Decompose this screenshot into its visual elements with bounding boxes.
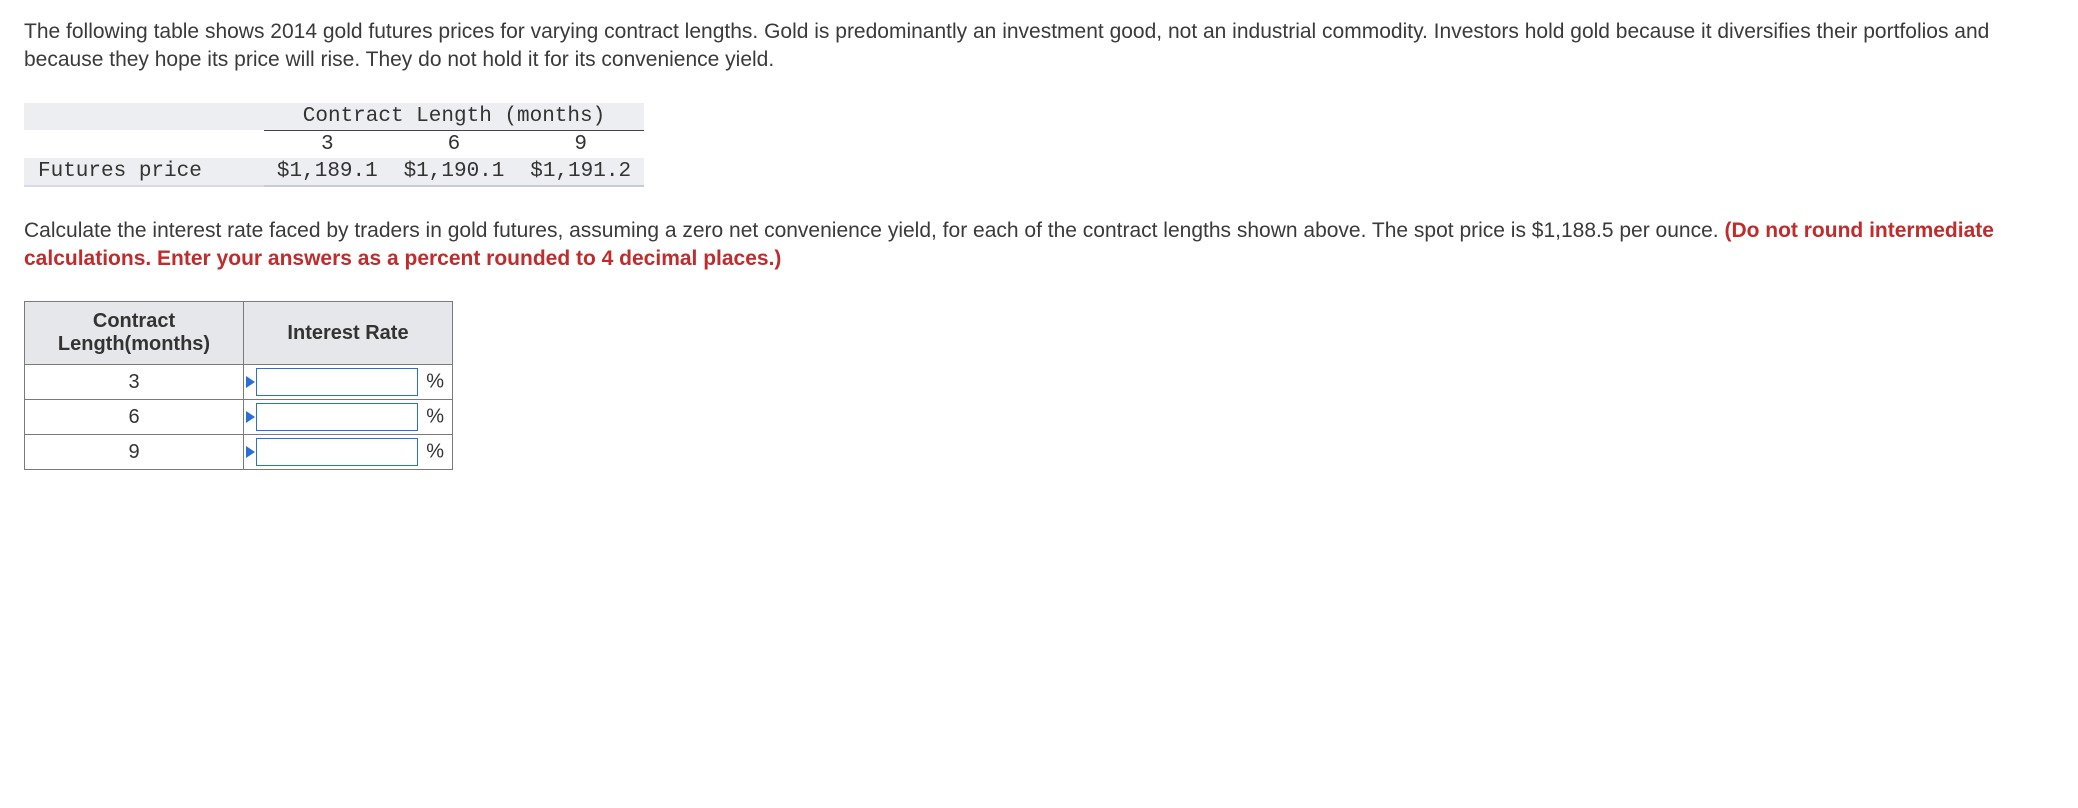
answer-row: 6 % bbox=[25, 400, 453, 435]
answer-length-2: 9 bbox=[25, 435, 244, 470]
futures-col-1: 6 bbox=[391, 130, 518, 158]
percent-unit-0: % bbox=[426, 371, 444, 394]
futures-row-label: Futures price bbox=[24, 158, 264, 186]
answer-row: 9 % bbox=[25, 435, 453, 470]
answer-table: Contract Length(months) Interest Rate 3 … bbox=[24, 301, 453, 470]
answer-row: 3 % bbox=[25, 365, 453, 400]
answer-header-rate: Interest Rate bbox=[244, 302, 453, 365]
futures-val-0: $1,189.1 bbox=[264, 158, 391, 186]
caret-icon bbox=[246, 376, 255, 388]
answer-header-contract: Contract Length(months) bbox=[25, 302, 244, 365]
interest-rate-input-2[interactable] bbox=[256, 438, 418, 466]
futures-table-header: Contract Length (months) bbox=[264, 103, 644, 131]
question-paragraph: Calculate the interest rate faced by tra… bbox=[24, 217, 2004, 274]
caret-icon bbox=[246, 446, 255, 458]
intro-paragraph: The following table shows 2014 gold futu… bbox=[24, 18, 2004, 75]
futures-col-0: 3 bbox=[264, 130, 391, 158]
futures-price-table: Contract Length (months) 3 6 9 Futures p… bbox=[24, 103, 644, 187]
futures-val-1: $1,190.1 bbox=[391, 158, 518, 186]
interest-rate-input-0[interactable] bbox=[256, 368, 418, 396]
answer-length-0: 3 bbox=[25, 365, 244, 400]
caret-icon bbox=[246, 411, 255, 423]
futures-val-2: $1,191.2 bbox=[517, 158, 644, 186]
interest-rate-input-1[interactable] bbox=[256, 403, 418, 431]
answer-length-1: 6 bbox=[25, 400, 244, 435]
percent-unit-2: % bbox=[426, 441, 444, 464]
question-text-plain: Calculate the interest rate faced by tra… bbox=[24, 219, 1724, 242]
futures-col-2: 9 bbox=[517, 130, 644, 158]
percent-unit-1: % bbox=[426, 406, 444, 429]
